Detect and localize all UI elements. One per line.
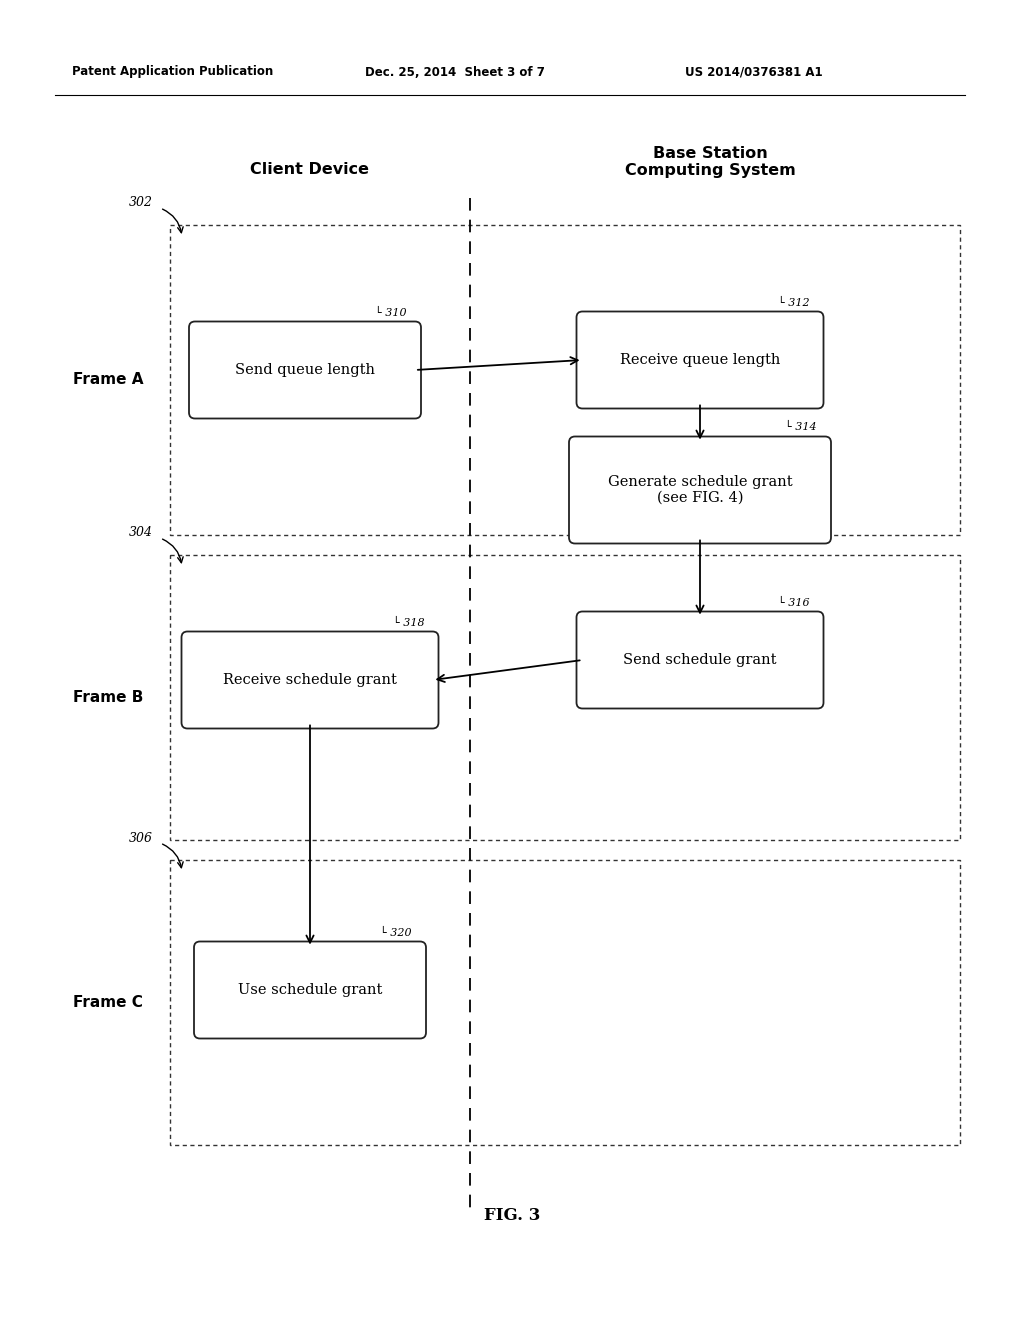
FancyBboxPatch shape [194, 941, 426, 1039]
Text: └ 318: └ 318 [393, 618, 425, 627]
Text: Generate schedule grant
(see FIG. 4): Generate schedule grant (see FIG. 4) [607, 475, 793, 506]
Text: └ 310: └ 310 [376, 308, 407, 318]
Text: └ 316: └ 316 [778, 598, 810, 607]
FancyBboxPatch shape [577, 611, 823, 709]
Text: Patent Application Publication: Patent Application Publication [72, 66, 273, 78]
Text: └ 314: └ 314 [785, 422, 817, 433]
Text: Frame C: Frame C [73, 995, 143, 1010]
Bar [170, 554, 961, 840]
Text: Receive schedule grant: Receive schedule grant [223, 673, 397, 686]
Text: 306: 306 [129, 832, 153, 845]
Text: └ 312: └ 312 [778, 297, 810, 308]
Text: FIG. 3: FIG. 3 [483, 1206, 541, 1224]
Text: Client Device: Client Device [251, 162, 370, 177]
FancyBboxPatch shape [577, 312, 823, 408]
Text: Base Station
Computing System: Base Station Computing System [625, 145, 796, 178]
Text: 302: 302 [129, 197, 153, 210]
Text: US 2014/0376381 A1: US 2014/0376381 A1 [685, 66, 822, 78]
Text: Use schedule grant: Use schedule grant [238, 983, 382, 997]
Text: Frame B: Frame B [73, 690, 143, 705]
Text: 304: 304 [129, 527, 153, 540]
FancyBboxPatch shape [569, 437, 831, 544]
Bar [170, 861, 961, 1144]
Text: Frame A: Frame A [73, 372, 143, 388]
Text: └ 320: └ 320 [380, 928, 412, 937]
Text: Send queue length: Send queue length [234, 363, 375, 378]
Bar [170, 224, 961, 535]
FancyBboxPatch shape [189, 322, 421, 418]
FancyBboxPatch shape [181, 631, 438, 729]
Text: Send schedule grant: Send schedule grant [624, 653, 777, 667]
Text: Receive queue length: Receive queue length [620, 352, 780, 367]
Text: Dec. 25, 2014  Sheet 3 of 7: Dec. 25, 2014 Sheet 3 of 7 [365, 66, 545, 78]
